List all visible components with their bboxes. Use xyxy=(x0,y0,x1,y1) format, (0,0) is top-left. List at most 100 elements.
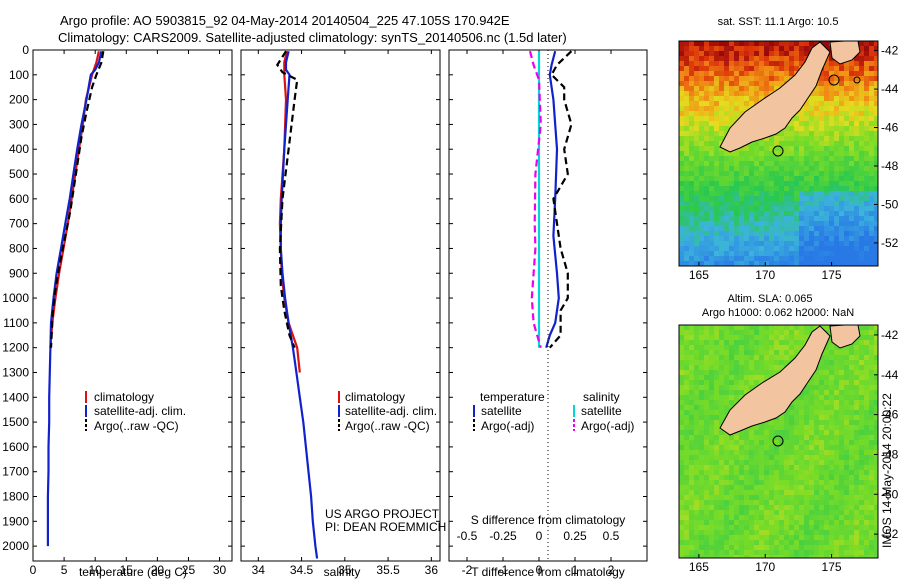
map-grid-cell xyxy=(819,455,824,460)
map-grid-cell xyxy=(769,206,774,211)
map-grid-cell xyxy=(859,176,864,181)
map-grid-cell xyxy=(704,196,709,201)
map-grid-cell xyxy=(854,465,859,470)
map-grid-cell xyxy=(684,540,689,545)
map-grid-cell xyxy=(799,231,804,236)
map-grid-cell xyxy=(824,226,829,231)
map-grid-cell xyxy=(849,96,854,101)
map-grid-cell xyxy=(794,415,799,420)
map-grid-cell xyxy=(679,380,684,385)
map-grid-cell xyxy=(684,455,689,460)
map-grid-cell xyxy=(709,455,714,460)
map-grid-cell xyxy=(714,405,719,410)
map-grid-cell xyxy=(714,385,719,390)
map-grid-cell xyxy=(719,515,724,520)
map-grid-cell xyxy=(799,330,804,335)
map-grid-cell xyxy=(789,345,794,350)
map-grid-cell xyxy=(864,61,869,66)
map-grid-cell xyxy=(799,181,804,186)
map-grid-cell xyxy=(709,365,714,370)
map-grid-cell xyxy=(869,136,874,141)
map-grid-cell xyxy=(789,410,794,415)
map-grid-cell xyxy=(734,96,739,101)
map-grid-cell xyxy=(834,86,839,91)
map-grid-cell xyxy=(819,121,824,126)
map-grid-cell xyxy=(694,500,699,505)
map-grid-cell xyxy=(819,535,824,540)
map-grid-cell xyxy=(789,475,794,480)
map-grid-cell xyxy=(689,71,694,76)
map-grid-cell xyxy=(709,335,714,340)
map-grid-cell xyxy=(834,375,839,380)
x-tick-label: 25 xyxy=(182,563,196,577)
map-grid-cell xyxy=(769,510,774,515)
map-grid-cell xyxy=(789,231,794,236)
map-grid-cell xyxy=(759,440,764,445)
map-grid-cell xyxy=(829,550,834,555)
map-grid-cell xyxy=(794,136,799,141)
map-grid-cell xyxy=(849,550,854,555)
map-grid-cell xyxy=(689,540,694,545)
map-grid-cell xyxy=(794,465,799,470)
map-grid-cell xyxy=(854,191,859,196)
map-grid-cell xyxy=(839,375,844,380)
map-grid-cell xyxy=(714,201,719,206)
map-grid-cell xyxy=(784,231,789,236)
map-grid-cell xyxy=(819,166,824,171)
map-grid-cell xyxy=(739,335,744,340)
map-grid-cell xyxy=(719,390,724,395)
map-grid-cell xyxy=(819,131,824,136)
map-grid-cell xyxy=(784,440,789,445)
map-grid-cell xyxy=(784,455,789,460)
map-grid-cell xyxy=(699,261,704,266)
map-grid-cell xyxy=(739,236,744,241)
map-grid-cell xyxy=(799,345,804,350)
map-grid-cell xyxy=(789,355,794,360)
map-grid-cell xyxy=(744,231,749,236)
map-grid-cell xyxy=(854,126,859,131)
map-grid-cell xyxy=(689,176,694,181)
map-grid-cell xyxy=(859,435,864,440)
map-grid-cell xyxy=(864,440,869,445)
map-grid-cell xyxy=(779,355,784,360)
map-grid-cell xyxy=(679,71,684,76)
map-grid-cell xyxy=(864,485,869,490)
map-grid-cell xyxy=(769,450,774,455)
map-grid-cell xyxy=(874,410,878,415)
map-grid-cell xyxy=(854,410,859,415)
map-grid-cell xyxy=(829,445,834,450)
map-grid-cell xyxy=(749,455,754,460)
map-grid-cell xyxy=(679,111,684,116)
map-grid-cell xyxy=(709,151,714,156)
map-grid-cell xyxy=(699,455,704,460)
map-grid-cell xyxy=(754,440,759,445)
map-grid-cell xyxy=(869,395,874,400)
map-grid-cell xyxy=(869,236,874,241)
map-grid-cell xyxy=(759,66,764,71)
map-grid-cell xyxy=(839,261,844,266)
map-grid-cell xyxy=(799,246,804,251)
map-grid-cell xyxy=(849,555,854,558)
map-grid-cell xyxy=(684,216,689,221)
map-grid-cell xyxy=(759,430,764,435)
map-grid-cell xyxy=(804,166,809,171)
map-grid-cell xyxy=(839,121,844,126)
map-grid-cell xyxy=(844,345,849,350)
map-grid-cell xyxy=(804,241,809,246)
map-grid-cell xyxy=(794,161,799,166)
map-grid-cell xyxy=(769,445,774,450)
map-grid-cell xyxy=(719,126,724,131)
map-grid-cell xyxy=(689,490,694,495)
map-grid-cell xyxy=(864,81,869,86)
map-grid-cell xyxy=(829,470,834,475)
map-grid-cell xyxy=(734,106,739,111)
map-grid-cell xyxy=(839,365,844,370)
map-grid-cell xyxy=(864,335,869,340)
sla-map-title: Altim. SLA: 0.065 xyxy=(728,293,813,305)
map-grid-cell xyxy=(719,385,724,390)
map-grid-cell xyxy=(824,241,829,246)
map-grid-cell xyxy=(804,201,809,206)
map-grid-cell xyxy=(854,86,859,91)
map-grid-cell xyxy=(834,355,839,360)
map-grid-cell xyxy=(679,41,684,46)
